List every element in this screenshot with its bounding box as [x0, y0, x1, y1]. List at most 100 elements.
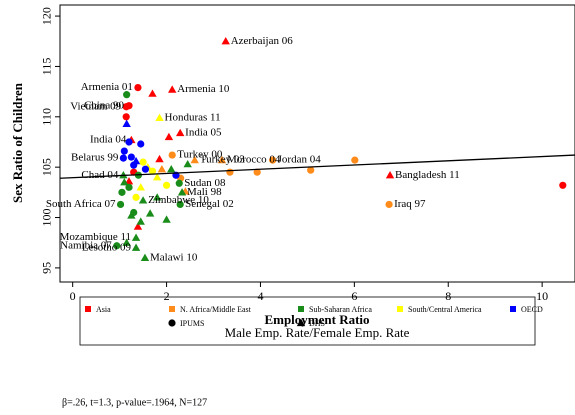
point-label: South Africa 07 — [46, 198, 116, 210]
point-label: Honduras 11 — [165, 111, 221, 123]
data-point — [133, 222, 143, 230]
data-point — [253, 168, 261, 176]
legend-swatch — [510, 306, 516, 312]
legend-box — [79, 296, 536, 346]
point-label: Turkey 03 — [200, 154, 246, 166]
data-point — [127, 211, 136, 219]
data-point — [157, 164, 167, 173]
y-axis-label: Sex Ratio of Children — [10, 82, 25, 203]
legend-marker — [168, 319, 176, 327]
data-point — [139, 158, 147, 166]
data-point — [137, 140, 145, 148]
data-point — [131, 233, 141, 241]
x-tick-label: 4 — [257, 289, 263, 303]
data-point — [116, 200, 125, 209]
data-point — [148, 89, 157, 97]
data-point — [123, 91, 131, 99]
data-point — [141, 165, 150, 173]
point-label: Senegal 02 — [185, 198, 234, 210]
plot-content — [60, 37, 575, 261]
data-point — [122, 119, 131, 128]
point-label: Jordan 04 — [278, 154, 322, 166]
data-point — [122, 113, 130, 121]
point-label: Lesotho 09 — [82, 241, 132, 253]
legend-label: OECD — [521, 305, 543, 314]
data-point — [140, 253, 150, 261]
data-point — [136, 183, 145, 191]
point-label: India 05 — [185, 126, 222, 138]
data-point — [132, 193, 140, 201]
data-point — [162, 215, 171, 223]
x-tick-label: 0 — [70, 289, 76, 303]
point-label: Malawi 10 — [150, 251, 198, 263]
legend-marker — [296, 318, 306, 327]
data-point — [120, 147, 128, 155]
data-point — [162, 181, 171, 189]
data-point — [125, 102, 133, 110]
x-tick-label: 2 — [164, 289, 170, 303]
data-point — [175, 128, 185, 137]
data-point — [120, 178, 129, 186]
legend-label: Sub-Saharan Africa — [309, 305, 372, 314]
point-label: China 90 — [84, 99, 125, 111]
data-point — [226, 168, 234, 176]
legend-swatch — [85, 306, 91, 312]
x-tick-label: 6 — [351, 289, 357, 303]
plot-area — [59, 4, 575, 283]
data-point — [119, 154, 127, 162]
data-point — [136, 217, 145, 225]
data-point — [113, 242, 121, 250]
data-point — [175, 179, 183, 187]
legend-label: South/Central America — [408, 305, 482, 314]
data-point — [118, 188, 126, 196]
legend-label: IPUMS — [180, 319, 204, 328]
legend-swatch — [397, 306, 403, 312]
point-label: India 04 — [90, 134, 127, 146]
y-tick-label: 105 — [40, 158, 54, 176]
legend-label: DHS — [309, 319, 325, 328]
data-point — [145, 209, 155, 217]
data-point — [559, 181, 567, 189]
data-point — [385, 171, 395, 179]
data-point — [122, 238, 131, 246]
data-point — [131, 156, 141, 165]
data-point — [127, 153, 135, 161]
data-point — [217, 155, 227, 164]
x-tick-label: 8 — [445, 289, 451, 303]
x-axis-sublabel: Male Emp. Rate/Female Emp. Rate — [225, 325, 410, 340]
point-label: Belarus 99 — [71, 152, 119, 164]
data-point — [134, 83, 142, 92]
point-label: Bangladesh 11 — [395, 169, 460, 181]
y-tick-label: 95 — [40, 262, 54, 274]
data-point — [124, 177, 134, 185]
point-label: Mali 98 — [187, 186, 222, 198]
data-point — [164, 132, 174, 141]
point-label: Turkey 00 — [177, 149, 223, 161]
legend-swatch — [169, 306, 175, 312]
data-point — [385, 200, 393, 209]
data-point — [183, 159, 192, 168]
y-tick-label: 120 — [40, 7, 54, 25]
data-point — [351, 156, 359, 164]
fit-line — [60, 154, 575, 179]
data-point — [119, 171, 128, 179]
legend-label: Asia — [96, 305, 111, 314]
point-label: Chad 04 — [81, 169, 118, 181]
data-point — [155, 113, 164, 121]
note: β=.26, t=1.3, p-value=.1964, N=127 — [62, 397, 207, 408]
data-point — [177, 188, 187, 196]
data-point — [155, 154, 164, 163]
point-label: Azerbaijan 06 — [231, 35, 293, 47]
x-axis-label: Employment Ratio — [264, 312, 369, 327]
y-tick-label: 110 — [40, 108, 54, 126]
data-point — [221, 37, 230, 45]
point-label: Zimbabwe 10 — [148, 194, 209, 206]
data-point — [125, 138, 133, 146]
data-point — [131, 243, 141, 251]
x-tick-label: 10 — [536, 289, 548, 303]
point-label: Mozambique 11 — [60, 231, 131, 243]
data-point — [138, 196, 148, 204]
point-label: Namibia 07 — [60, 239, 112, 251]
